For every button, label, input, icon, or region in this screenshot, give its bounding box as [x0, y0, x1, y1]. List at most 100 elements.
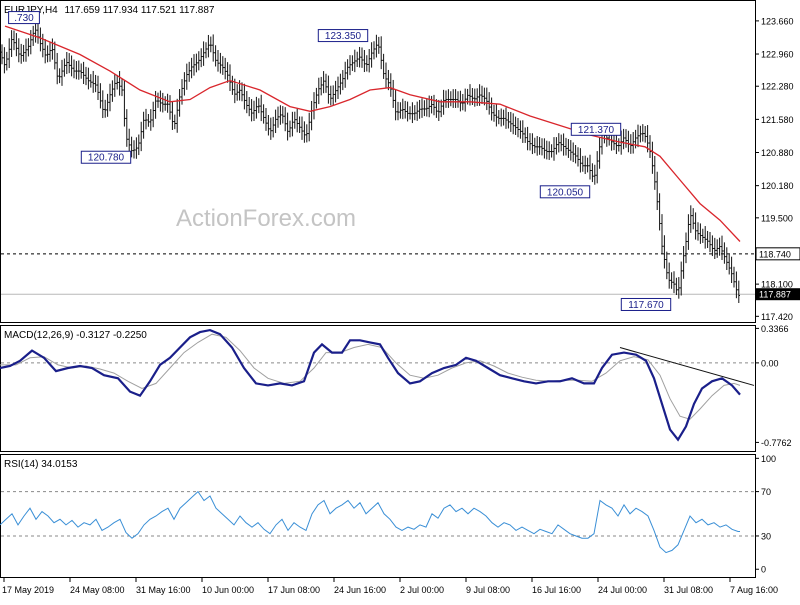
ohlc-bar: [404, 100, 407, 119]
ohlc-bar: [588, 154, 592, 180]
ohlc-bar: [574, 145, 577, 164]
ohlc-bar: [80, 63, 83, 79]
ohlc-bar: [648, 135, 652, 158]
ohlc-bar: [87, 67, 90, 90]
ohlc-bar: [185, 63, 188, 90]
ohlc-bar: [584, 155, 587, 175]
price-tick-label: 121.580: [761, 115, 794, 125]
ohlc-bar: [509, 111, 512, 132]
ohlc-bar: [418, 99, 421, 119]
ohlc-bar: [356, 51, 359, 67]
ohlc-bar: [123, 80, 126, 127]
price-tick-label: 118.100: [761, 280, 793, 290]
ohlc-bar: [308, 112, 311, 142]
ohlc-bar: [219, 52, 222, 74]
ohlc-bar: [500, 108, 503, 127]
symbol-label: EURJPY,H4 117.659 117.934 117.521 117.88…: [4, 5, 215, 16]
ohlc-bar: [41, 33, 44, 58]
ohlc-bar: [548, 141, 551, 160]
ohlc-bar: [48, 41, 52, 62]
ohlc-bar: [569, 140, 572, 161]
ohlc-bar: [365, 55, 368, 72]
ohlc-bar: [375, 34, 378, 58]
price-annotations: .730 123.350 120.780 121.370 120.050 117.670: [8, 11, 672, 311]
ohlc-bar: [586, 157, 589, 173]
level-price-label: 118.740: [759, 249, 791, 259]
rsi-tick-label: 30: [761, 531, 771, 541]
ohlc-bar: [557, 133, 560, 153]
x-tick-label: 31 May 16:00: [136, 585, 191, 595]
symbol-timeframe: EURJPY,H4: [4, 5, 58, 16]
price-tick-label: 120.180: [761, 181, 794, 191]
ohlc-bar: [408, 106, 412, 120]
ohlc-bar: [684, 232, 688, 264]
ohlc-bar: [339, 73, 342, 95]
ohlc-bar: [660, 214, 664, 254]
ohlc-bar: [3, 47, 6, 74]
ohlc-bar: [452, 89, 455, 108]
ohlc-bar: [579, 148, 582, 173]
ohlc-bar: [423, 100, 426, 117]
ohlc-bar: [135, 137, 138, 159]
ohlc-bar: [682, 246, 685, 279]
ohlc-bar: [576, 147, 580, 167]
macd-y-axis: 0.3366 0.00 -0.7762: [1, 324, 792, 448]
macd-line: [0, 328, 741, 442]
ohlc-bar: [118, 70, 121, 96]
ohlc-bar: [622, 128, 625, 150]
ohlc-bar: [687, 214, 690, 250]
ohlc-bar: [111, 80, 114, 102]
ohlc-bar: [200, 48, 203, 68]
annotation-label: 117.670: [628, 300, 664, 311]
ohlc-bar: [300, 116, 304, 140]
ohlc-bar: [183, 72, 186, 96]
ohlc-bar: [711, 235, 714, 257]
ohlc-bar: [550, 144, 553, 158]
ohlc-bar: [89, 74, 92, 88]
price-annotation: 120.050: [539, 185, 591, 199]
ohlc-bar: [612, 133, 616, 151]
macd-signal-line: [0, 333, 741, 420]
ohlc-bar: [502, 109, 505, 126]
rsi-line: [0, 490, 740, 554]
ohlc-bar: [598, 137, 601, 169]
price-tick-label: 122.280: [761, 82, 794, 92]
ohlc-bar: [10, 30, 13, 57]
ohlc-bar: [656, 171, 659, 211]
ohlc-bar: [44, 39, 47, 64]
ohlc-bar: [706, 230, 709, 249]
ohlc-bar: [334, 80, 337, 103]
annotation-box: [8, 11, 40, 25]
price-tick-label: 117.420: [761, 312, 793, 322]
ohlc-bar: [15, 33, 18, 57]
ohlc-bar: [692, 208, 695, 230]
ohlc-bar: [5, 51, 8, 71]
ohlc-bar: [264, 108, 268, 131]
ohlc-bar: [713, 237, 716, 260]
ohlc-bar: [401, 98, 404, 120]
ohlc-bar: [84, 66, 88, 86]
ohlc-bar: [329, 85, 332, 106]
ohlc-bar: [370, 42, 373, 68]
ohlc-bar: [440, 99, 443, 118]
ohlc-bar: [490, 97, 493, 121]
ohlc-bar: [20, 43, 23, 64]
ohlc-bar: [248, 97, 251, 117]
annotation-box: [80, 150, 132, 164]
ohlc-bar: [540, 138, 544, 156]
ohlc-bar: [368, 49, 371, 73]
x-tick-label: 24 Jun 16:00: [334, 585, 386, 595]
ohlc-bar: [615, 133, 618, 155]
ohlc-bar: [53, 41, 56, 70]
ohlc-bar: [519, 120, 522, 139]
ohlc-bar: [140, 121, 143, 152]
ohlc-bar: [437, 99, 440, 121]
ohlc-bar: [272, 116, 275, 138]
ohlc-bar: [492, 104, 496, 122]
ohlc-bar: [363, 49, 366, 73]
ohlc-bar: [176, 98, 179, 133]
ohlc-bar: [591, 163, 594, 183]
ohlc-bar: [204, 42, 208, 59]
price-reference-lines: 118.740 117.887: [1, 247, 800, 301]
ohlc-bar: [718, 237, 721, 256]
